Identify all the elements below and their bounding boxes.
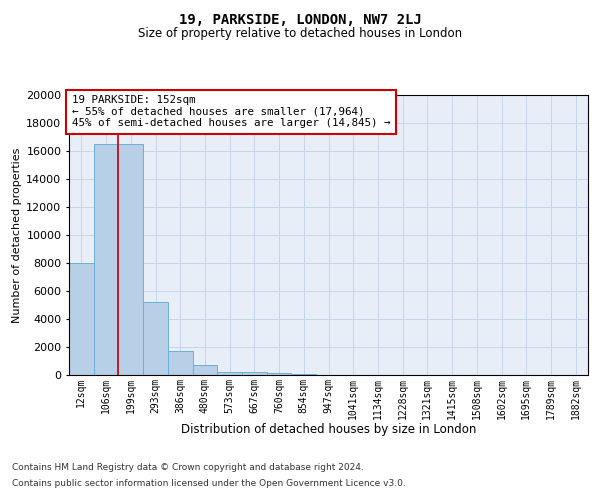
Bar	[242, 372, 267, 375]
Bar	[217, 372, 242, 375]
Text: Contains public sector information licensed under the Open Government Licence v3: Contains public sector information licen…	[12, 478, 406, 488]
Text: Contains HM Land Registry data © Crown copyright and database right 2024.: Contains HM Land Registry data © Crown c…	[12, 464, 364, 472]
Text: 19, PARKSIDE, LONDON, NW7 2LJ: 19, PARKSIDE, LONDON, NW7 2LJ	[179, 12, 421, 26]
Text: 19 PARKSIDE: 152sqm
← 55% of detached houses are smaller (17,964)
45% of semi-de: 19 PARKSIDE: 152sqm ← 55% of detached ho…	[71, 95, 390, 128]
Bar	[168, 351, 193, 375]
Bar	[193, 364, 217, 375]
Bar	[69, 263, 94, 375]
Bar	[292, 374, 316, 375]
Bar	[118, 144, 143, 375]
Text: Size of property relative to detached houses in London: Size of property relative to detached ho…	[138, 28, 462, 40]
Bar	[143, 302, 168, 375]
Bar	[267, 373, 292, 375]
Bar	[94, 144, 118, 375]
X-axis label: Distribution of detached houses by size in London: Distribution of detached houses by size …	[181, 423, 476, 436]
Y-axis label: Number of detached properties: Number of detached properties	[12, 148, 22, 322]
